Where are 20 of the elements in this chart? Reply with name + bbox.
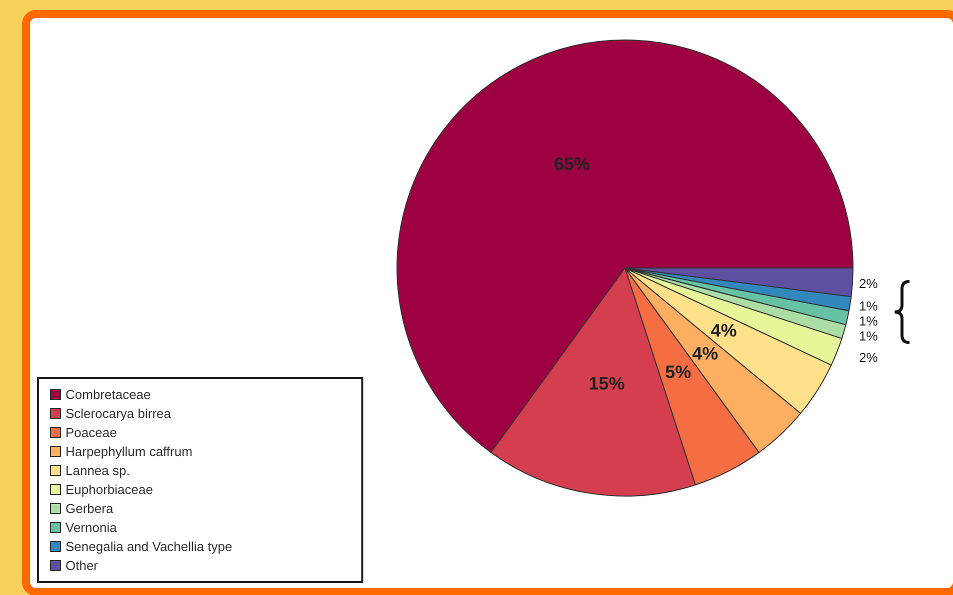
data-label: 4% — [692, 343, 718, 364]
legend-label: Gerbera — [66, 501, 114, 516]
data-label: 65% — [554, 154, 590, 174]
legend-label: Harpephyllum caffrum — [66, 444, 192, 459]
legend-label: Senegalia and Vachellia type — [66, 539, 232, 554]
data-label: 2% — [859, 276, 878, 291]
legend-label: Other — [66, 558, 99, 573]
data-label: 1% — [859, 298, 878, 314]
legend-label: Combretaceae — [66, 387, 151, 402]
legend-label: Vernonia — [66, 520, 118, 535]
data-label: 1% — [859, 328, 878, 344]
legend-label: Euphorbiaceae — [66, 482, 153, 497]
legend-label: Sclerocarya birrea — [66, 406, 172, 421]
data-label: 4% — [710, 320, 737, 341]
legend-label: Lannea sp. — [66, 463, 130, 478]
data-label: 5% — [665, 362, 692, 382]
data-label: 15% — [588, 374, 625, 394]
legend-label: Poaceae — [66, 425, 117, 440]
data-label: 1% — [859, 314, 878, 329]
data-label: 2% — [859, 350, 878, 365]
